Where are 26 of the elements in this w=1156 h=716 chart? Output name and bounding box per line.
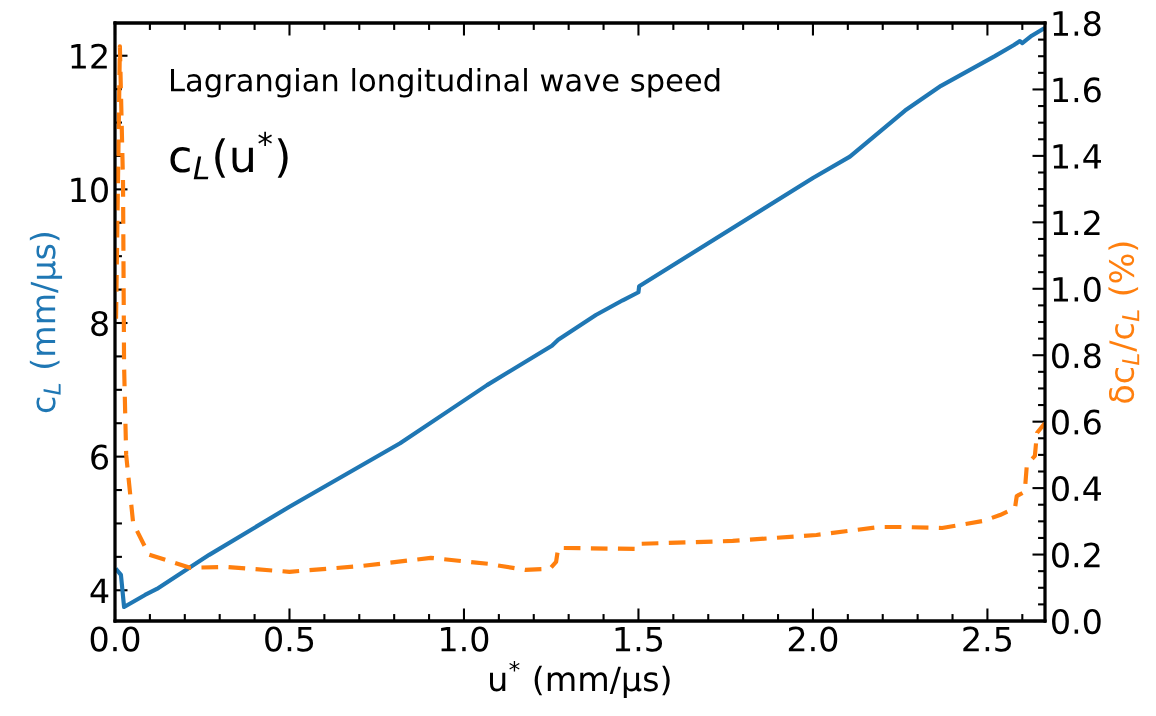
y-axis-title: c$_{L}$ (mm/μs) bbox=[29, 232, 63, 413]
y2-tick-label: 1.8 bbox=[1053, 10, 1101, 37]
x-tick-label: 2.5 bbox=[963, 626, 1012, 652]
y2-tick-label: 0.4 bbox=[1052, 476, 1101, 502]
y2-tick-label: 0.2 bbox=[1052, 542, 1100, 568]
y-tick-label: 8 bbox=[91, 310, 108, 337]
y2-tick-label: 1.0 bbox=[1053, 276, 1101, 302]
y2-axis-title: δc$_{L}$/c$_{L}$ (%) bbox=[1108, 242, 1140, 403]
x-tick-label: 1.5 bbox=[615, 626, 663, 652]
x-axis-title: u$^{*}$ (mm/μs) bbox=[490, 660, 670, 698]
y-tick-label: 4 bbox=[90, 578, 109, 603]
y2-tick-label: 1.4 bbox=[1053, 144, 1101, 169]
annotation: c$_{L}$(u$^{*}$) bbox=[170, 131, 288, 180]
y2-tick-label: 0.8 bbox=[1052, 343, 1101, 369]
y-tick-label: 12 bbox=[71, 43, 107, 69]
x-tick-label: 2.0 bbox=[788, 626, 838, 652]
y-tick-label: 6 bbox=[91, 444, 109, 470]
x-tick-label: 0.0 bbox=[90, 626, 140, 652]
y2-tick-label: 0.0 bbox=[1052, 608, 1101, 635]
y-tick-label: 10 bbox=[71, 177, 108, 203]
y2-tick-label: 1.6 bbox=[1053, 77, 1101, 103]
y2-tick-label: 0.6 bbox=[1052, 409, 1101, 435]
x-tick-label: 1.0 bbox=[441, 626, 489, 652]
y2-tick-label: 1.2 bbox=[1053, 210, 1100, 235]
annotation: Lagrangian longitudinal wave speed bbox=[171, 68, 720, 98]
x-tick-label: 0.5 bbox=[265, 626, 314, 652]
